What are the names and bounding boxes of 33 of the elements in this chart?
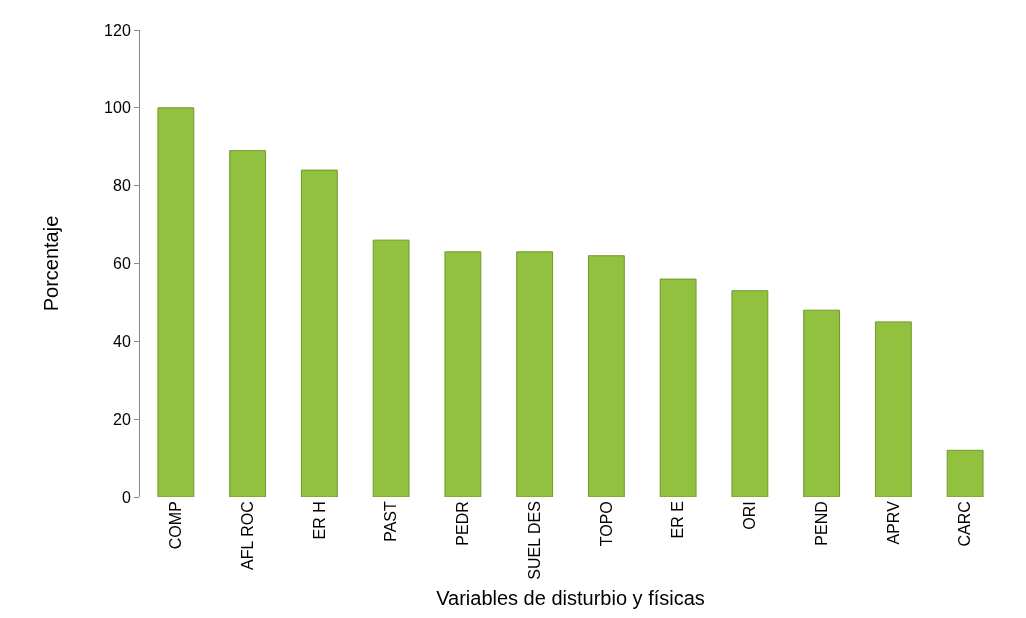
x-tick-label: PEND — [812, 501, 830, 546]
bar — [157, 107, 195, 497]
bar — [731, 290, 769, 497]
x-tick-label: PEDR — [454, 501, 472, 546]
x-tick-label: SUEL DES — [525, 501, 543, 580]
y-tick-label: 80 — [113, 177, 131, 195]
x-tick-label: COMP — [167, 501, 185, 550]
bar — [587, 255, 625, 497]
bar — [946, 449, 984, 497]
bar — [300, 169, 338, 497]
x-tick-label: ORI — [741, 501, 759, 530]
x-tick-label: CARC — [956, 501, 974, 547]
y-axis-title: Porcentaje — [39, 215, 62, 312]
x-tick-label: APRV — [884, 500, 902, 545]
bar — [229, 150, 267, 497]
bar — [659, 278, 697, 497]
bar — [803, 309, 841, 497]
x-tick-label: ER E — [669, 501, 687, 539]
x-axis-title: Variables de disturbio y físicas — [436, 587, 705, 610]
x-tick-label: ER H — [310, 501, 328, 540]
y-tick-label: 0 — [121, 488, 131, 506]
bar — [444, 251, 482, 497]
x-tick-label: AFL ROC — [238, 501, 256, 570]
y-tick-label: 120 — [104, 21, 131, 39]
y-tick-label: 100 — [104, 99, 131, 117]
y-tick-label: 20 — [113, 410, 131, 428]
x-tick-label: PAST — [382, 500, 400, 542]
y-tick-label: 60 — [113, 255, 131, 273]
bar — [874, 321, 912, 497]
bar — [372, 239, 410, 497]
y-tick-label: 40 — [113, 332, 131, 350]
bar — [516, 251, 554, 497]
x-tick-label: TOPO — [597, 501, 615, 547]
